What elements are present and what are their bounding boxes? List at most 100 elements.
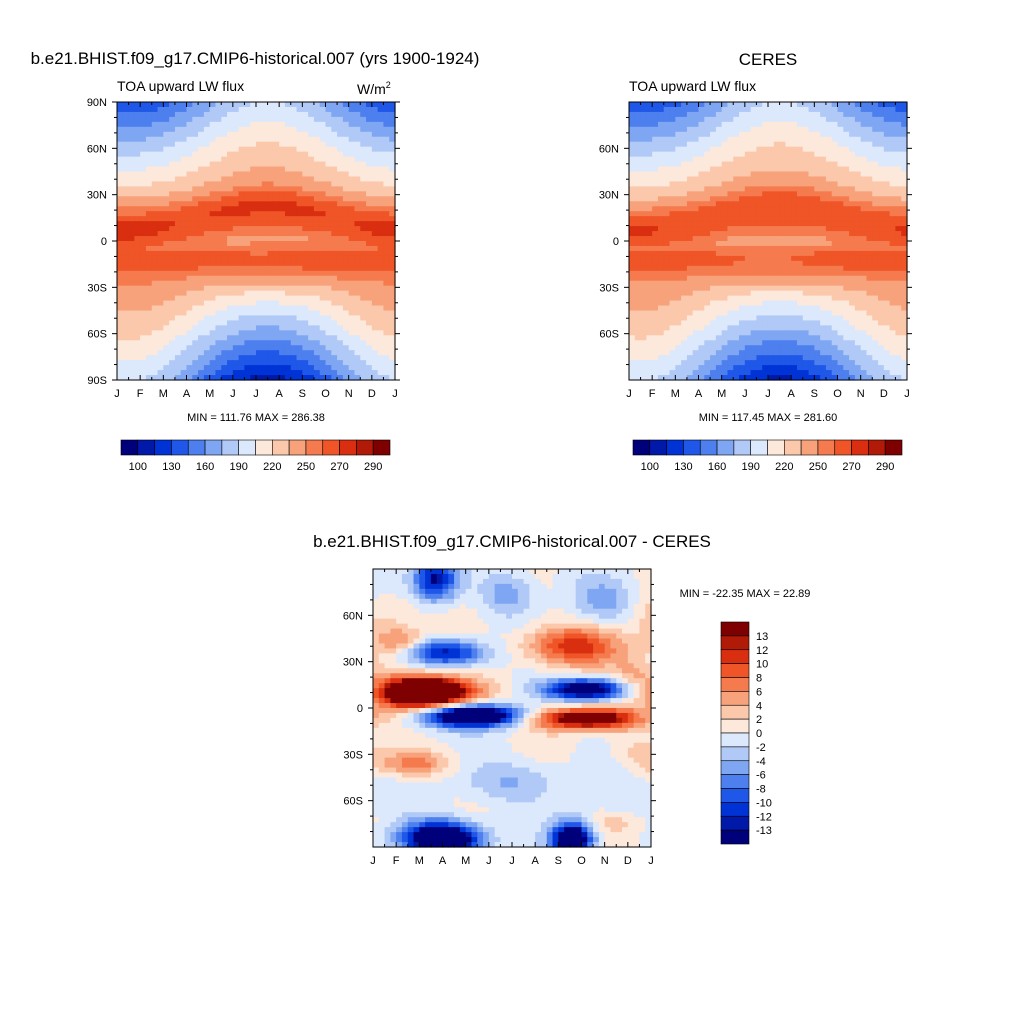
field-cell <box>843 310 850 317</box>
field-cell <box>733 126 740 133</box>
field-cell <box>744 201 752 207</box>
field-cell <box>227 255 234 262</box>
field-cell <box>675 250 682 257</box>
field-cell <box>727 236 734 242</box>
field-cell <box>348 126 356 133</box>
field-cell <box>837 265 844 272</box>
field-cell <box>820 206 827 212</box>
field-cell <box>227 260 234 267</box>
field-cell <box>337 171 344 178</box>
field-cell <box>773 250 781 257</box>
field-cell <box>710 106 717 113</box>
field-cell <box>157 186 164 192</box>
field-cell <box>198 260 205 267</box>
field-cell <box>802 221 810 227</box>
field-cell <box>128 176 135 183</box>
field-cell <box>629 250 636 257</box>
field-cell <box>256 236 263 242</box>
field-cell <box>238 166 246 173</box>
field-cell <box>739 270 746 277</box>
field-cell <box>814 290 821 297</box>
field-cell <box>284 236 292 242</box>
field-cell <box>261 146 269 153</box>
field-cell <box>802 131 810 138</box>
field-cell <box>727 245 734 252</box>
field-cell <box>256 370 263 376</box>
field-cell <box>681 295 688 302</box>
field-cell <box>866 295 873 302</box>
field-cell <box>215 191 222 197</box>
field-cell <box>331 216 338 222</box>
field-cell <box>302 106 309 113</box>
field-cell <box>169 330 176 336</box>
field-cell <box>634 171 642 178</box>
field-cell <box>134 370 141 376</box>
field-cell <box>681 106 688 113</box>
field-cell <box>698 300 705 307</box>
field-cell <box>727 216 734 222</box>
field-cell <box>354 365 361 371</box>
field-cell <box>122 151 130 158</box>
field-cell <box>686 146 694 153</box>
field-cell <box>663 211 671 217</box>
field-cell <box>866 121 873 128</box>
field-cell <box>785 131 792 138</box>
field-cell <box>814 181 821 187</box>
field-cell <box>849 250 856 257</box>
field-cell <box>686 111 694 118</box>
field-cell <box>203 370 211 376</box>
field-cell <box>140 181 147 187</box>
field-cell <box>377 176 385 183</box>
field-cell <box>313 300 321 307</box>
colorbar-swatch <box>272 439 290 456</box>
field-cell <box>750 241 758 247</box>
field-cell <box>169 260 176 267</box>
field-cell <box>250 126 257 133</box>
field-cell <box>319 275 327 282</box>
field-cell <box>128 355 135 361</box>
field-cell <box>290 305 298 312</box>
field-cell <box>366 146 373 153</box>
field-cell <box>128 325 135 331</box>
field-cell <box>837 181 844 187</box>
field-cell <box>652 250 659 257</box>
field-cell <box>290 365 298 371</box>
field-cell <box>883 290 891 297</box>
field-cell <box>366 186 373 192</box>
field-cell <box>657 131 665 138</box>
field-cell <box>308 245 315 252</box>
field-cell <box>825 121 833 128</box>
field-cell <box>145 106 153 113</box>
field-cell <box>901 270 908 277</box>
field-cell <box>878 211 885 217</box>
field-cell <box>773 320 781 326</box>
field-cell <box>629 116 636 123</box>
field-cell <box>721 260 729 267</box>
field-cell <box>244 285 251 292</box>
field-cell <box>145 355 153 361</box>
field-cell <box>140 151 147 158</box>
field-cell <box>221 360 228 366</box>
field-cell <box>675 290 682 297</box>
field-cell <box>151 156 159 163</box>
field-cell <box>331 275 338 282</box>
field-cell <box>169 141 176 148</box>
field-cell <box>762 285 769 292</box>
field-cell <box>808 221 815 227</box>
field-cell <box>203 310 211 317</box>
field-cell <box>117 310 124 317</box>
field-cell <box>203 290 211 297</box>
field-cell <box>727 211 734 217</box>
field-cell <box>290 236 298 242</box>
field-cell <box>779 315 786 322</box>
field-cell <box>209 370 217 376</box>
field-cell <box>232 221 240 227</box>
field-cell <box>122 305 130 312</box>
field-cell <box>756 221 763 227</box>
field-cell <box>389 300 396 307</box>
field-cell <box>889 186 897 192</box>
field-cell <box>209 290 217 297</box>
field-cell <box>250 250 257 257</box>
field-cell <box>366 285 373 292</box>
field-cell <box>878 161 885 168</box>
